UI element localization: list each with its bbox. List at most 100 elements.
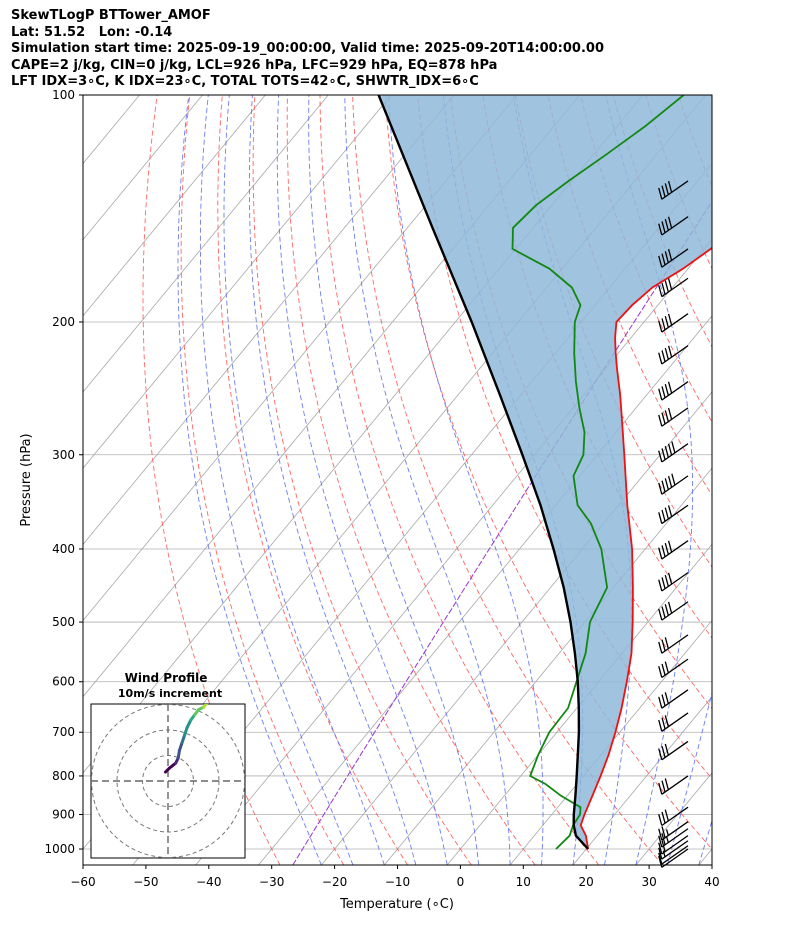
hodograph-inset: Wind Profile 10m/s increment — [90, 671, 246, 859]
y-tick-label: 1000 — [44, 842, 75, 856]
x-tick-label: −20 — [322, 875, 347, 889]
dry-adiabat — [252, 95, 472, 865]
wind-barb — [658, 634, 689, 654]
dry-adiabat — [352, 95, 664, 865]
y-tick-label: 600 — [52, 675, 75, 689]
wind-barb — [658, 216, 689, 236]
y-tick-label: 900 — [52, 808, 75, 822]
wind-barb — [658, 740, 689, 761]
y-tick-label: 700 — [52, 725, 75, 739]
moist-adiabat — [276, 95, 448, 865]
wind-barb — [658, 840, 689, 860]
hodograph-title: Wind Profile — [125, 671, 208, 685]
wind-barb — [658, 572, 689, 592]
header-line-times: Simulation start time: 2025-09-19_00:00:… — [11, 41, 604, 57]
isotherm-line — [83, 95, 266, 317]
wind-barb — [658, 775, 689, 795]
dry-adiabat — [776, 95, 794, 865]
isotherm-line — [321, 391, 712, 865]
wind-barb — [658, 540, 689, 560]
x-tick-label: −10 — [385, 875, 410, 889]
dewpoint-profile — [511, 95, 685, 850]
isotherm-line — [83, 95, 203, 241]
isotherm-line — [83, 95, 392, 469]
wind-barb — [658, 441, 689, 463]
isotherm-line — [0, 95, 77, 865]
moist-adiabat — [223, 95, 385, 865]
dry-adiabat — [217, 95, 408, 865]
wind-barb — [658, 504, 689, 525]
isotherm-line — [383, 467, 712, 865]
isotherm-line — [698, 848, 712, 865]
dry-adiabat — [744, 95, 794, 865]
moist-adiabat — [199, 95, 354, 865]
isotherm-line — [446, 543, 712, 865]
moist-adiabat — [248, 95, 417, 865]
x-tick-label: −40 — [196, 875, 221, 889]
y-tick-label: 800 — [52, 769, 75, 783]
header-line-cape: CAPE=2 j/kg, CIN=0 j/kg, LCL=926 hPa, LF… — [11, 57, 498, 73]
isotherm-line — [83, 95, 455, 545]
x-tick-label: 0 — [457, 875, 465, 889]
isotherm-line — [509, 619, 712, 865]
moist-adiabat — [388, 95, 544, 865]
y-tick-label: 200 — [52, 315, 75, 329]
dry-adiabat — [384, 95, 712, 850]
dry-adiabat — [286, 95, 536, 865]
chart-header: SkewTLogP BTTower_AMOF Lat: 51.52 Lon: -… — [11, 8, 604, 91]
parcel-profile — [377, 95, 589, 850]
x-tick-label: 10 — [516, 875, 531, 889]
header-line-station: SkewTLogP BTTower_AMOF — [11, 8, 211, 23]
cape-area — [378, 95, 712, 849]
cape-shading — [378, 95, 712, 849]
wind-barb — [658, 313, 689, 333]
moist-adiabat — [308, 95, 480, 865]
isotherm-line — [572, 696, 712, 865]
axes: −60 −50 −40 −30 −20 −10 0 10 20 30 40 1000 900 800 700… — [44, 88, 719, 889]
dry-adiabat — [710, 95, 712, 100]
x-tick-label: −50 — [133, 875, 158, 889]
moist-adiabat — [698, 819, 712, 865]
header-line-location: Lat: 51.52 Lon: -0.14 — [11, 24, 173, 40]
sounding-profiles — [377, 95, 712, 850]
wind-barb — [658, 345, 689, 365]
wind-barb — [658, 712, 689, 732]
wind-barb — [658, 601, 689, 621]
x-tick-label: 40 — [704, 875, 719, 889]
moist-adiabat — [344, 95, 511, 865]
wind-barb — [658, 828, 689, 848]
wind-barb — [658, 248, 689, 268]
isotherm-line — [83, 95, 329, 393]
dry-adiabat — [180, 95, 345, 865]
y-tick-label: 500 — [52, 615, 75, 629]
wind-barb — [658, 821, 689, 841]
temperature-profile — [579, 246, 712, 850]
wind-barb — [658, 407, 689, 427]
y-tick-label: 400 — [52, 542, 75, 556]
wind-barb — [658, 689, 689, 709]
y-tick-label: 300 — [52, 448, 75, 462]
wind-barb — [658, 180, 689, 200]
wind-barbs — [658, 180, 689, 868]
wind-barb — [658, 381, 689, 401]
wind-barb — [658, 473, 689, 495]
x-axis-label: Temperature (∘C) — [339, 897, 454, 912]
wind-barb — [658, 277, 689, 298]
x-tick-label: −30 — [259, 875, 284, 889]
x-tick-label: −60 — [70, 875, 95, 889]
dry-adiabat — [319, 95, 600, 865]
x-tick-label: 30 — [641, 875, 656, 889]
hodograph-subtitle: 10m/s increment — [118, 687, 222, 700]
x-tick-label: 20 — [579, 875, 594, 889]
moist-adiabat — [177, 95, 322, 865]
dry-adiabat — [417, 95, 712, 780]
y-tick-label: 100 — [52, 88, 75, 102]
wind-barb — [658, 845, 689, 865]
hodograph-trace-segment — [202, 704, 208, 709]
wind-barb — [658, 806, 689, 827]
wind-barb — [658, 658, 689, 679]
header-line-indices: LFT IDX=3∘C, K IDX=23∘C, TOTAL TOTS=42∘C… — [11, 74, 479, 90]
isotherm-line — [83, 95, 518, 622]
y-axis-label: Pressure (hPa) — [19, 433, 34, 526]
